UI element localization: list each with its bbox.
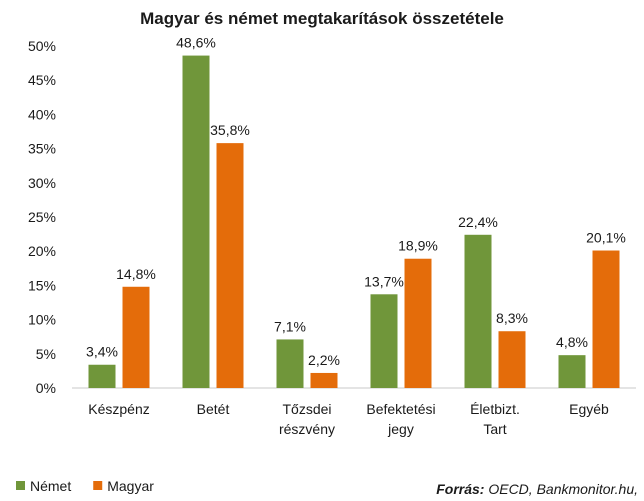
y-tick-label: 40% (28, 106, 56, 122)
y-tick-label: 45% (28, 72, 56, 88)
bar-nemet (182, 55, 210, 389)
bar-magyar (592, 250, 620, 388)
data-label: 7,1% (274, 318, 306, 334)
legend: Német Magyar (16, 478, 154, 494)
bar-nemet (464, 234, 492, 388)
bar-magyar (310, 372, 338, 388)
bar-nemet (558, 355, 586, 388)
source-text: OECD, Bankmonitor.hu, (484, 481, 638, 497)
category-label: Tőzsdei (282, 401, 331, 417)
y-tick-label: 30% (28, 175, 56, 191)
y-tick-label: 0% (36, 380, 56, 396)
data-label: 2,2% (308, 352, 340, 368)
category-label: Egyéb (569, 401, 609, 417)
bar-magyar (404, 258, 432, 388)
category-label: részvény (279, 421, 335, 437)
legend-swatch (93, 481, 103, 490)
data-label: 8,3% (496, 310, 528, 326)
data-label: 20,1% (586, 230, 626, 246)
y-tick-label: 25% (28, 209, 56, 225)
data-label: 3,4% (86, 344, 118, 360)
y-tick-label: 15% (28, 277, 56, 293)
data-label: 35,8% (210, 122, 250, 138)
bar-magyar (498, 331, 526, 388)
chart-title: Magyar és német megtakarítások összetéte… (140, 9, 504, 28)
bar-magyar (122, 286, 150, 388)
legend-swatch (16, 481, 25, 490)
category-label: Betét (197, 401, 230, 417)
data-label: 4,8% (556, 334, 588, 350)
bar-nemet (370, 294, 398, 388)
source-note: Forrás: OECD, Bankmonitor.hu, (436, 481, 638, 497)
source-label: Forrás: (436, 481, 484, 497)
category-label: Életbizt. (470, 401, 520, 417)
category-label: jegy (387, 421, 414, 437)
category-label: Befektetési (366, 401, 435, 417)
bar-nemet (88, 364, 116, 388)
bar-magyar (216, 143, 244, 388)
y-tick-label: 20% (28, 243, 56, 259)
legend-label: Német (30, 478, 71, 494)
data-label: 48,6% (176, 35, 216, 51)
y-tick-label: 10% (28, 312, 56, 328)
x-axis-categories: Készpénz Betét Tőzsdei részvény Befektetési j… (88, 401, 609, 437)
category-label: Tart (483, 421, 506, 437)
legend-label: Magyar (107, 478, 154, 494)
bars: 3,4% 48,6% 7,1% 13,7% 22,4% 4,8% 14,8% 35,8% 2,2… (86, 35, 626, 389)
category-label: Készpénz (88, 401, 149, 417)
y-tick-label: 35% (28, 141, 56, 157)
data-label: 22,4% (458, 214, 498, 230)
y-tick-label: 50% (28, 38, 56, 54)
data-label: 18,9% (398, 238, 438, 254)
data-label: 13,7% (364, 273, 404, 289)
y-axis: 0% 5% 10% 15% 20% 25% 30% 35% 40% 45% 50% (28, 38, 56, 396)
bar-nemet (276, 339, 304, 388)
data-label: 14,8% (116, 266, 156, 282)
y-tick-label: 5% (36, 346, 56, 362)
